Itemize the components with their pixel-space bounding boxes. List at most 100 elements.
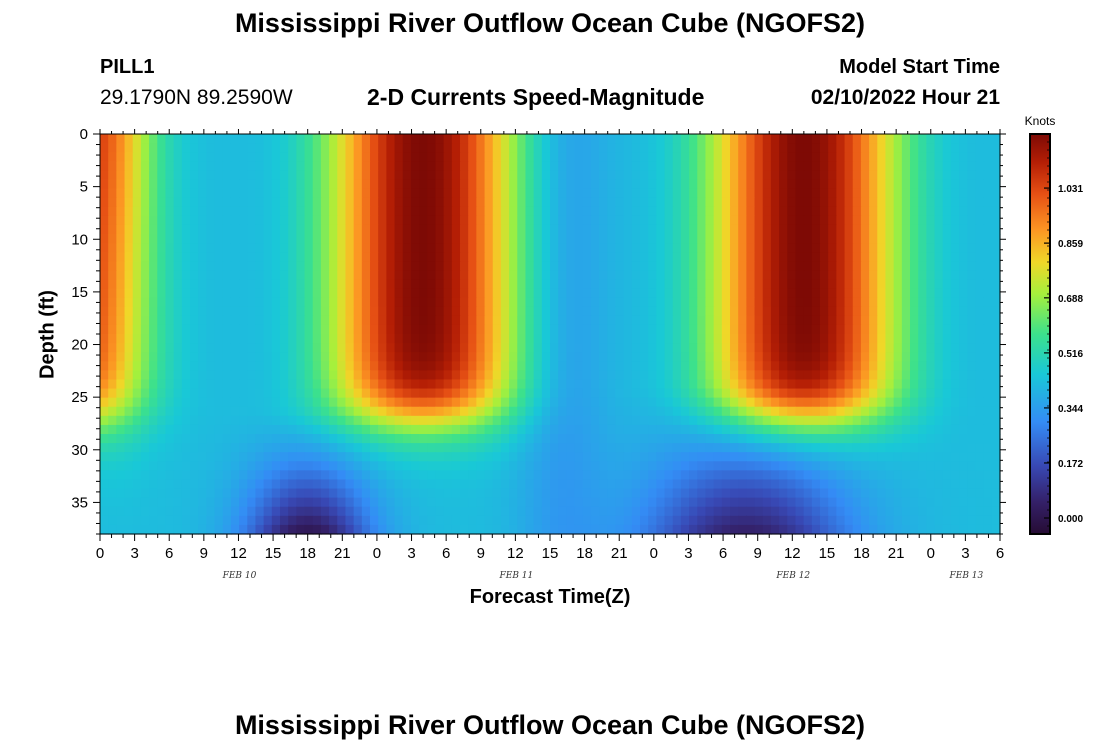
- heatmap-cell: [353, 506, 363, 517]
- heatmap-cell: [157, 215, 167, 226]
- heatmap-cell: [541, 279, 551, 290]
- heatmap-cell: [517, 379, 527, 390]
- heatmap-cell: [500, 515, 510, 526]
- heatmap-cell: [345, 288, 355, 299]
- heatmap-cell: [181, 415, 191, 426]
- heatmap-cell: [190, 179, 199, 190]
- heatmap-cell: [640, 224, 649, 235]
- heatmap-cell: [149, 470, 158, 481]
- heatmap-cell: [983, 488, 993, 499]
- heatmap-cell: [427, 524, 437, 535]
- heatmap-cell: [263, 170, 273, 181]
- heatmap-cell: [615, 497, 625, 508]
- heatmap-cell: [271, 343, 281, 353]
- heatmap-cell: [500, 206, 510, 217]
- heatmap-cell: [730, 443, 739, 453]
- heatmap-cell: [509, 197, 518, 208]
- heatmap-cell: [263, 515, 273, 526]
- heatmap-cell: [656, 306, 666, 317]
- heatmap-cell: [271, 470, 281, 481]
- heatmap-cell: [599, 379, 608, 390]
- heatmap-cell: [590, 252, 600, 262]
- heatmap-cell: [558, 288, 567, 299]
- heatmap-cell: [263, 470, 273, 481]
- heatmap-cell: [157, 306, 167, 317]
- heatmap-cell: [566, 188, 576, 199]
- heatmap-cell: [247, 288, 257, 299]
- heatmap-cell: [869, 152, 878, 162]
- heatmap-cell: [959, 479, 968, 490]
- heatmap-cell: [460, 206, 469, 217]
- heatmap-cell: [337, 379, 347, 390]
- heatmap-cell: [124, 424, 134, 435]
- heatmap-cell: [607, 315, 617, 326]
- heatmap-cell: [746, 515, 756, 526]
- heatmap-cell: [304, 379, 314, 390]
- heatmap-cell: [730, 434, 739, 444]
- heatmap-cell: [950, 179, 960, 190]
- heatmap-cell: [615, 361, 625, 371]
- heatmap-cell: [165, 270, 175, 281]
- heatmap-cell: [607, 215, 617, 226]
- heatmap-cell: [754, 515, 764, 526]
- heatmap-cell: [680, 379, 690, 390]
- heatmap-cell: [705, 261, 715, 271]
- heatmap-cell: [918, 206, 927, 217]
- heatmap-cell: [787, 334, 797, 344]
- heatmap-cell: [206, 443, 216, 453]
- heatmap-cell: [157, 234, 167, 244]
- heatmap-cell: [852, 261, 862, 271]
- heatmap-cell: [394, 406, 404, 417]
- heatmap-cell: [967, 234, 977, 244]
- heatmap-cell: [402, 134, 412, 144]
- heatmap-cell: [926, 188, 936, 199]
- heatmap-cell: [574, 434, 584, 444]
- heatmap-cell: [410, 297, 420, 308]
- heatmap-cell: [476, 197, 486, 208]
- heatmap-cell: [181, 424, 191, 435]
- heatmap-cell: [689, 170, 698, 181]
- heatmap-cell: [460, 197, 469, 208]
- heatmap-cell: [942, 515, 952, 526]
- heatmap-cell: [893, 379, 903, 390]
- heatmap-cell: [803, 206, 813, 217]
- heatmap-cell: [157, 152, 167, 162]
- heatmap-cell: [280, 252, 289, 262]
- heatmap-cell: [484, 288, 494, 299]
- heatmap-cell: [844, 406, 854, 417]
- heatmap-cell: [288, 461, 297, 471]
- heatmap-cell: [296, 243, 306, 253]
- heatmap-cell: [721, 479, 731, 490]
- heatmap-cell: [574, 152, 584, 162]
- heatmap-cell: [353, 215, 363, 226]
- heatmap-cell: [910, 497, 919, 508]
- heatmap-cell: [730, 406, 739, 417]
- heatmap-cell: [910, 379, 919, 390]
- heatmap-cell: [230, 215, 240, 226]
- heatmap-cell: [623, 234, 633, 244]
- heatmap-cell: [132, 197, 142, 208]
- heatmap-cell: [975, 434, 985, 444]
- heatmap-cell: [844, 224, 854, 235]
- heatmap-cell: [664, 524, 674, 535]
- heatmap-cell: [206, 161, 216, 171]
- heatmap-cell: [885, 143, 895, 153]
- heatmap-cell: [860, 497, 870, 508]
- heatmap-cell: [770, 261, 780, 271]
- heatmap-cell: [378, 197, 387, 208]
- heatmap-cell: [353, 252, 363, 262]
- heatmap-cell: [173, 424, 183, 435]
- heatmap-cell: [926, 434, 936, 444]
- heatmap-cell: [697, 179, 707, 190]
- heatmap-cell: [582, 279, 592, 290]
- heatmap-cell: [672, 506, 682, 517]
- heatmap-cell: [394, 279, 404, 290]
- heatmap-cell: [730, 170, 739, 181]
- heatmap-cell: [950, 161, 960, 171]
- heatmap-cell: [370, 515, 379, 526]
- heatmap-cell: [713, 261, 723, 271]
- heatmap-cell: [942, 134, 952, 144]
- heatmap-cell: [271, 288, 281, 299]
- heatmap-cell: [108, 270, 117, 281]
- heatmap-cell: [280, 415, 289, 426]
